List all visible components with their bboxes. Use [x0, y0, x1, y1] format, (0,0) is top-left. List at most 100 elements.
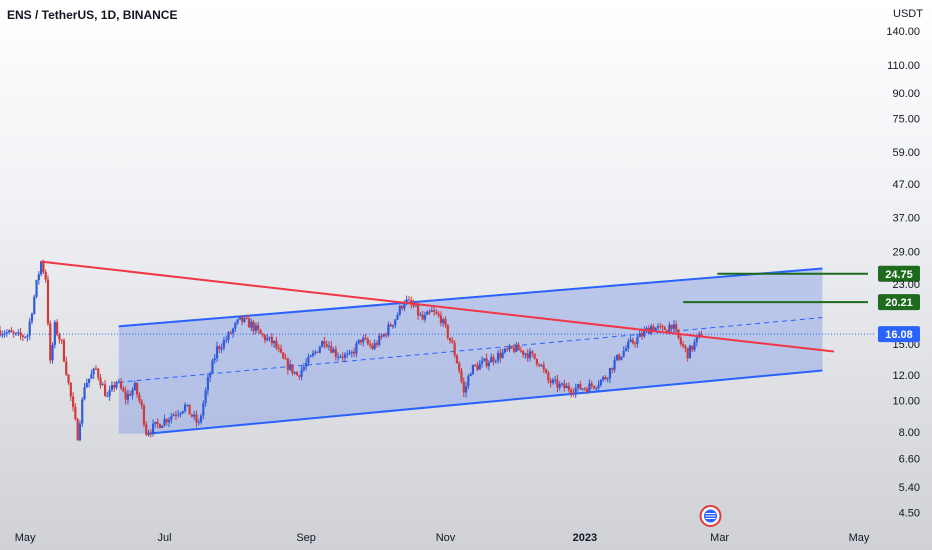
candle-body [444, 319, 447, 326]
candle-body [188, 404, 191, 415]
candle [586, 386, 589, 395]
candle [72, 392, 75, 412]
candle-body [462, 381, 465, 393]
candle-body [337, 356, 340, 358]
candles-group [0, 259, 703, 442]
candle-body [321, 341, 324, 348]
candle [327, 341, 331, 351]
candle [37, 271, 40, 285]
candle-body [416, 305, 420, 316]
candle-body [295, 372, 299, 376]
candle [209, 371, 212, 383]
candle-body [558, 384, 561, 388]
candle-body [341, 356, 344, 358]
candle-body [661, 326, 664, 328]
candle-body [142, 405, 146, 425]
candle-body [58, 334, 61, 340]
candle [394, 319, 397, 329]
candle [389, 322, 392, 328]
candle-body [158, 424, 162, 428]
candle [524, 352, 527, 359]
candle [579, 380, 582, 390]
target-level-tag [878, 265, 920, 282]
candle-body [691, 345, 694, 350]
candle-body [268, 336, 271, 339]
candle [551, 377, 554, 385]
candle-body [602, 376, 605, 380]
candle [330, 341, 333, 354]
candle-body [85, 382, 88, 388]
candle [492, 354, 495, 366]
candle-body [464, 385, 468, 393]
candle [119, 377, 123, 390]
candle-body [33, 296, 36, 314]
candle-body [684, 346, 687, 349]
candle [273, 340, 276, 348]
candle [483, 358, 486, 362]
candle-body [693, 342, 696, 350]
candle-body [289, 364, 292, 370]
candle-body [106, 395, 109, 397]
candle-body [695, 337, 698, 343]
candle-body [5, 332, 8, 334]
candle-body [652, 326, 655, 331]
candle [442, 317, 445, 327]
candle-body [250, 321, 253, 328]
candle [193, 410, 196, 421]
candle-body [675, 324, 678, 330]
candle [515, 341, 518, 353]
candle [154, 421, 157, 428]
candle-body [350, 351, 353, 354]
candle-body [391, 325, 395, 327]
candle [311, 350, 315, 358]
candle [654, 327, 657, 331]
candle-body [92, 368, 95, 375]
candle [81, 396, 84, 427]
candle [469, 372, 472, 377]
candle [681, 340, 685, 349]
candle [156, 418, 159, 429]
candle-body [161, 425, 164, 428]
candle [574, 383, 577, 398]
candle-body [348, 353, 351, 355]
candle-body [8, 330, 11, 333]
candle [638, 330, 641, 338]
candle [147, 429, 150, 437]
candle-body [133, 382, 136, 390]
x-tick-label: May [849, 532, 870, 544]
candle [604, 375, 607, 381]
candle-body [595, 388, 598, 390]
candle [688, 344, 692, 359]
candle-body [170, 416, 173, 420]
candle [510, 345, 513, 349]
candle [277, 344, 280, 353]
candle-body [428, 311, 431, 313]
candle-body [371, 345, 374, 349]
candle [131, 387, 134, 400]
candle [430, 307, 433, 313]
candle [672, 320, 676, 333]
candle [179, 412, 182, 418]
candle-body [627, 341, 630, 349]
candle [195, 410, 198, 428]
candle-body [588, 383, 591, 393]
candle [231, 327, 235, 338]
candle-body [574, 387, 577, 394]
candle-body [124, 391, 127, 400]
candle [695, 336, 698, 347]
candle-body [21, 335, 24, 337]
candle-body [206, 377, 209, 391]
candle [305, 358, 308, 371]
candle [309, 354, 312, 358]
candle [679, 335, 682, 347]
candle-body [174, 414, 178, 416]
candle-body [384, 334, 388, 336]
candle [97, 367, 100, 381]
candle-body [293, 372, 296, 374]
candle-body [503, 348, 506, 353]
candle-body [400, 305, 404, 309]
candle [291, 364, 294, 376]
candle-body [460, 370, 463, 382]
